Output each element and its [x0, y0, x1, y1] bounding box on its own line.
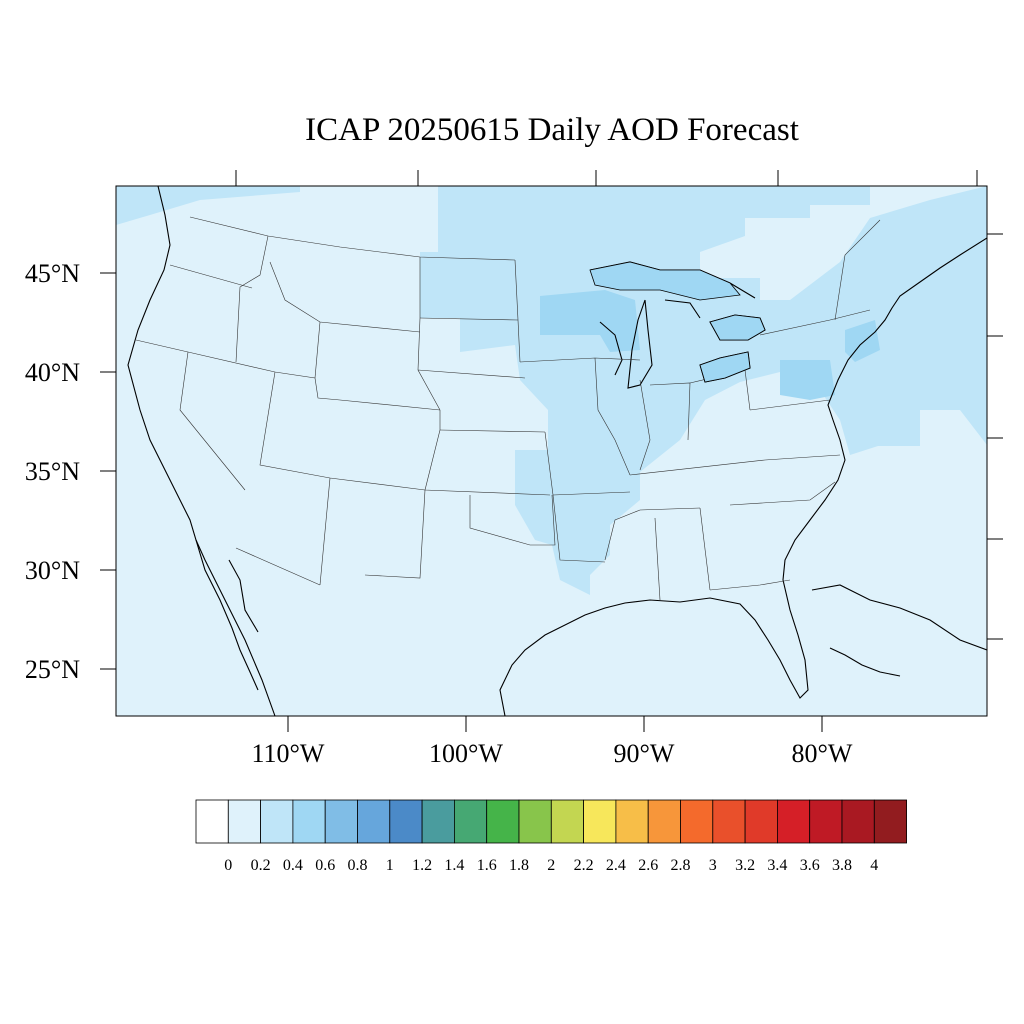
colorbar-labels: 0 0.2 0.4 0.6 0.8 1 1.2 1.4 1.6 1.8 2 2.2 2.4 2.6 2.8 3…: [224, 857, 878, 874]
colorbar-label: 1: [386, 857, 394, 874]
colorbar-label: 1.2: [412, 857, 432, 874]
colorbar-swatch: [357, 799, 391, 844]
lon-label: 80°W: [792, 739, 853, 768]
colorbar-swatch: [260, 799, 294, 844]
colorbar-swatch: [453, 799, 488, 844]
colorbar-swatch: [583, 799, 617, 844]
right-ticks: [987, 233, 1003, 640]
colorbar-label: 2.4: [606, 857, 626, 874]
colorbar-swatch: [841, 799, 875, 844]
colorbar-swatch: [195, 799, 229, 844]
latitude-labels: 45°N 40°N 35°N 30°N 25°N: [25, 259, 80, 684]
colorbar-swatch: [777, 799, 811, 844]
left-ticks: [100, 272, 116, 670]
colorbar-label: 0: [224, 857, 232, 874]
colorbar-label: 3.8: [832, 857, 852, 874]
colorbar-swatch: [421, 799, 455, 844]
lon-label: 110°W: [252, 739, 325, 768]
colorbar-swatch: [615, 799, 649, 844]
colorbar-swatch: [712, 799, 746, 844]
lat-label: 45°N: [25, 259, 80, 288]
longitude-labels: 110°W 100°W 90°W 80°W: [252, 739, 853, 768]
colorbar-swatch: [324, 799, 358, 844]
colorbar-label: 3.6: [800, 857, 820, 874]
colorbar-swatch: [389, 799, 423, 844]
colorbar-label: 2.6: [638, 857, 658, 874]
colorbar-swatch: [292, 799, 326, 844]
colorbar-swatch: [873, 799, 907, 844]
colorbar: [195, 799, 907, 844]
colorbar-label: 0.4: [283, 857, 303, 874]
colorbar-label: 2: [547, 857, 555, 874]
top-ticks: [235, 170, 978, 186]
colorbar-swatch: [647, 799, 681, 844]
colorbar-swatch: [809, 799, 843, 844]
colorbar-label: 3: [709, 857, 717, 874]
colorbar-label: 1.4: [444, 857, 464, 874]
colorbar-swatch: [680, 799, 714, 844]
bottom-ticks: [287, 716, 823, 732]
map-title: ICAP 20250615 Daily AOD Forecast: [305, 112, 799, 148]
lat-label: 25°N: [25, 655, 80, 684]
lakes: [589, 261, 766, 383]
colorbar-label: 1.8: [509, 857, 529, 874]
colorbar-label: 1.6: [477, 857, 497, 874]
colorbar-swatch: [227, 799, 262, 844]
colorbar-swatch: [518, 799, 552, 844]
colorbar-swatch: [744, 799, 778, 844]
state-boundaries: [135, 216, 881, 601]
colorbar-label: 3.4: [767, 857, 787, 874]
map-frame: [115, 185, 988, 717]
colorbar-label: 0.2: [251, 857, 271, 874]
colorbar-swatch: [486, 799, 520, 844]
lon-label: 100°W: [429, 739, 503, 768]
lon-label: 90°W: [614, 739, 675, 768]
colorbar-label: 3.2: [735, 857, 755, 874]
colorbar-label: 0.8: [348, 857, 368, 874]
lat-label: 35°N: [25, 457, 80, 486]
colorbar-label: 2.8: [671, 857, 691, 874]
colorbar-label: 4: [870, 857, 878, 874]
colorbar-label: 2.2: [574, 857, 594, 874]
lat-label: 30°N: [25, 556, 80, 585]
aod-layer-0-2-0-4: [116, 186, 987, 595]
lat-label: 40°N: [25, 358, 80, 387]
colorbar-swatch: [550, 799, 584, 844]
colorbar-label: 0.6: [315, 857, 335, 874]
